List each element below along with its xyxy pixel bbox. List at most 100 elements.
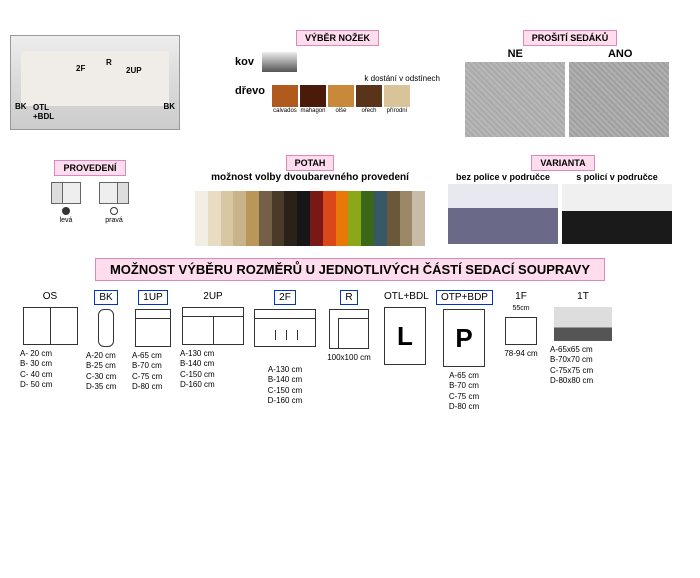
sizes-heading: MOŽNOST VÝBĚRU ROZMĚRŮ U JEDNOTLIVÝCH ČÁ…	[95, 258, 605, 281]
module-tag: 2F	[76, 64, 85, 73]
module-label: OTL+BDL	[380, 290, 433, 303]
orientation-left-label: levá	[51, 217, 81, 224]
variant-img-1	[448, 184, 558, 244]
module-dims: A- 20 cmB- 30 cmC- 40 cmD- 50 cm	[20, 349, 80, 391]
module-tag: 2UP	[126, 66, 142, 75]
color-swatch[interactable]	[284, 191, 297, 246]
module-shape	[505, 307, 537, 345]
module-shape	[23, 307, 78, 345]
upholstery-heading: POTAH	[286, 155, 335, 171]
module-shape: P	[443, 309, 485, 367]
color-swatch[interactable]	[361, 191, 374, 246]
module-dims: 78-94 cm	[498, 349, 544, 359]
orientation-heading: PROVEDENÍ	[54, 160, 125, 176]
variant-img-2	[562, 184, 672, 244]
module-dims: 100x100 cm	[324, 353, 374, 363]
orientation-left-radio[interactable]	[62, 207, 70, 215]
module-label: OTP+BDP	[436, 290, 493, 305]
module-shape	[329, 309, 369, 349]
module-label: 1F	[511, 290, 531, 303]
module-label: 1T	[573, 290, 593, 303]
color-swatch[interactable]	[412, 191, 425, 246]
color-swatch[interactable]	[221, 191, 234, 246]
module-tag: BK	[15, 102, 27, 111]
module-2f: 2F A-130 cmB-140 cmC-150 cmD-160 cm	[252, 290, 318, 413]
wood-avail-label: k dostání v odstínech	[235, 74, 440, 83]
color-swatch[interactable]	[374, 191, 387, 246]
wood-swatch[interactable]: olše	[327, 85, 355, 114]
module-shape	[554, 307, 612, 341]
color-swatch[interactable]	[310, 191, 323, 246]
module-label: R	[340, 290, 357, 305]
color-swatch[interactable]	[323, 191, 336, 246]
wood-swatch[interactable]: calvados	[271, 85, 299, 114]
color-swatch[interactable]	[259, 191, 272, 246]
stitching-section: PROŠITÍ SEDÁKŮ NE ANO	[465, 30, 675, 137]
color-swatch[interactable]	[272, 191, 285, 246]
color-swatch[interactable]	[348, 191, 361, 246]
modules-row: OS A- 20 cmB- 30 cmC- 40 cmD- 50 cm BK A…	[20, 290, 680, 413]
module-shape	[182, 307, 244, 345]
module-shape	[254, 309, 316, 347]
variant-opt1: bez police v područce	[448, 172, 558, 182]
module-tag: OTL +BDL	[33, 103, 54, 121]
module-label: 2UP	[199, 290, 226, 303]
wood-swatch[interactable]: přírodní	[383, 85, 411, 114]
upholstery-section: POTAH možnost volby dvoubarevného proved…	[195, 155, 425, 246]
fabric-sample-yes	[569, 62, 669, 137]
orientation-right-label: pravá	[99, 217, 129, 224]
wood-swatches: calvadosmahagonolšeořechpřírodní	[271, 85, 411, 114]
color-swatch[interactable]	[387, 191, 400, 246]
module-dims: A-130 cmB-140 cmC-150 cmD-160 cm	[180, 349, 246, 391]
module-1t: 1T A-65x65 cmB-70x70 cmC-75x75 cmD-80x80…	[550, 290, 616, 413]
color-swatch[interactable]	[208, 191, 221, 246]
module-2up: 2UP A-130 cmB-140 cmC-150 cmD-160 cm	[180, 290, 246, 413]
orientation-right-radio[interactable]	[110, 207, 118, 215]
orientation-section: PROVEDENÍ levá pravá	[30, 160, 150, 224]
stitching-yes: ANO	[608, 48, 632, 60]
color-swatch[interactable]	[336, 191, 349, 246]
upholstery-swatches	[195, 191, 425, 246]
orientation-right-icon[interactable]	[99, 182, 129, 204]
module-os: OS A- 20 cmB- 30 cmC- 40 cmD- 50 cm	[20, 290, 80, 413]
module-label: BK	[94, 290, 117, 305]
module-shape	[135, 309, 171, 347]
wood-label: dřevo	[235, 85, 265, 97]
wood-swatch[interactable]: ořech	[355, 85, 383, 114]
color-swatch[interactable]	[400, 191, 413, 246]
module-dims: A-65 cmB-70 cmC-75 cmD-80 cm	[436, 371, 492, 413]
module-1up: 1UP A-65 cmB-70 cmC-75 cmD-80 cm	[132, 290, 174, 413]
stitching-no: NE	[508, 48, 523, 60]
color-swatch[interactable]	[233, 191, 246, 246]
color-swatch[interactable]	[246, 191, 259, 246]
legs-section: VÝBĚR NOŽEK kov k dostání v odstínech dř…	[235, 30, 440, 114]
color-swatch[interactable]	[195, 191, 208, 246]
stitching-heading: PROŠITÍ SEDÁKŮ	[523, 30, 618, 46]
module-dims: A-65 cmB-70 cmC-75 cmD-80 cm	[132, 351, 174, 393]
color-swatch[interactable]	[297, 191, 310, 246]
metal-sample	[262, 52, 297, 72]
orientation-left-icon[interactable]	[51, 182, 81, 204]
module-dims: A-20 cmB-25 cmC-30 cmD-35 cm	[86, 351, 126, 393]
legs-heading: VÝBĚR NOŽEK	[296, 30, 379, 46]
wood-swatch[interactable]: mahagon	[299, 85, 327, 114]
module-otl: OTL+BDL L	[380, 290, 430, 413]
module-tag: R	[106, 58, 112, 67]
module-label: 1UP	[138, 290, 167, 305]
upholstery-sub: možnost volby dvoubarevného provedení	[195, 172, 425, 183]
variant-section: VARIANTA bez police v područce s policí …	[448, 155, 678, 244]
module-shape	[98, 309, 114, 347]
module-shape: L	[384, 307, 426, 365]
module-bk: BK A-20 cmB-25 cmC-30 cmD-35 cm	[86, 290, 126, 413]
module-dims: A-130 cmB-140 cmC-150 cmD-160 cm	[252, 365, 318, 407]
sizes-heading-row: MOŽNOST VÝBĚRU ROZMĚRŮ U JEDNOTLIVÝCH ČÁ…	[30, 258, 670, 281]
module-tag: BK	[163, 102, 175, 111]
product-image: BK OTL +BDL 2F R 2UP BK	[10, 35, 180, 130]
variant-heading: VARIANTA	[531, 155, 594, 171]
module-dims: A-65x65 cmB-70x70 cmC-75x75 cmD-80x80 cm	[550, 345, 616, 387]
module-otp: OTP+BDP P A-65 cmB-70 cmC-75 cmD-80 cm	[436, 290, 492, 413]
fabric-sample-no	[465, 62, 565, 137]
module-1f: 1F 78-94 cm	[498, 290, 544, 413]
metal-label: kov	[235, 56, 254, 68]
module-r: R 100x100 cm	[324, 290, 374, 413]
